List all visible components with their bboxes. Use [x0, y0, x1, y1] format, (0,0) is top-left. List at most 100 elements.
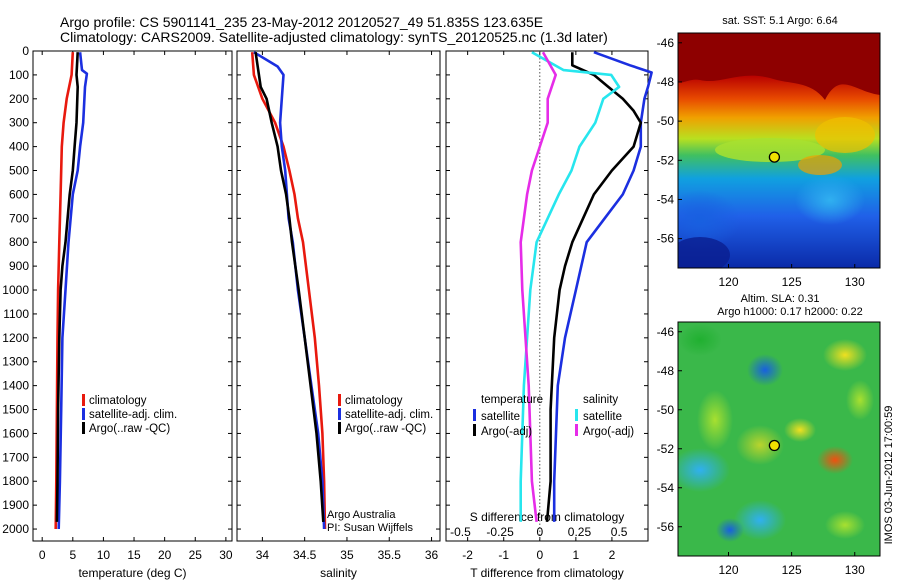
sst-y-tick-label: -56	[657, 232, 675, 246]
sst-y-tick-label: -50	[657, 114, 675, 128]
sla-y-tick-label: -54	[657, 481, 675, 495]
y-tick-label: 1000	[2, 283, 29, 297]
legend-swatch	[82, 408, 85, 420]
salinity-x-tick-label: 35.5	[378, 548, 402, 562]
y-tick-label: 1100	[3, 307, 29, 321]
legend-swatch	[338, 422, 341, 434]
legend-title-temperature: temperature	[481, 394, 543, 406]
sla-map-frame	[677, 321, 881, 557]
y-tick-label: 200	[9, 92, 29, 106]
temperature-x-tick-label: 20	[158, 548, 172, 562]
y-tick-label: 1200	[2, 331, 29, 345]
difference-x-axis-label: T difference from climatology	[470, 566, 624, 580]
sst-map-frame	[677, 32, 881, 269]
sst-y-tick-label: -54	[657, 192, 675, 206]
sla-map-subtitle: Argo h1000: 0.17 h2000: 0.22	[717, 306, 863, 318]
y-tick-label: 700	[9, 211, 29, 225]
y-tick-label: 1500	[2, 403, 29, 417]
y-tick-label: 1700	[2, 450, 29, 464]
legend-label: satellite-adj. clim.	[89, 409, 177, 421]
salinity-x-axis-label: salinity	[320, 566, 357, 580]
top-x-tick-label: -0.5	[450, 525, 471, 539]
temperature-x-tick-label: 10	[97, 548, 111, 562]
y-tick-label: 500	[9, 164, 29, 178]
temperature-frame	[32, 50, 233, 542]
difference-series-salinity-satellite	[519, 51, 621, 522]
difference-x-tick-label: 0	[536, 548, 543, 562]
sst-x-tick-label: 120	[718, 275, 738, 289]
legend-title-salinity: salinity	[583, 394, 618, 406]
legend-swatch	[473, 409, 476, 421]
annotation-argo-australia: Argo Australia	[327, 509, 396, 521]
temperature-x-tick-label: 30	[219, 548, 233, 562]
difference-series-temperature-satellite	[552, 50, 653, 522]
difference-x-tick-label: 1	[573, 548, 580, 562]
sla-map-field	[678, 322, 880, 556]
legend-swatch	[473, 424, 476, 436]
difference-series-temperature-argo-adj-	[545, 52, 643, 523]
sla-y-tick-label: -52	[657, 442, 675, 456]
temperature-series-argo-raw-qc-	[55, 52, 79, 522]
difference-x-tick-label: -1	[498, 548, 509, 562]
y-tick-label: 1900	[2, 498, 29, 512]
sla-x-tick-label: 120	[718, 563, 738, 577]
sla-argo-marker	[768, 439, 781, 452]
temperature-x-tick-label: 5	[69, 548, 76, 562]
legend-label: satellite-adj. clim.	[345, 409, 433, 421]
salinity-frame	[236, 50, 441, 542]
sst-map-title: sat. SST: 5.1 Argo: 6.64	[722, 15, 838, 27]
sla-map: Altim. SLA: 0.31 Argo h1000: 0.17 h2000:…	[657, 293, 881, 577]
sla-map-title: Altim. SLA: 0.31	[741, 293, 820, 305]
sla-y-tick-label: -48	[657, 364, 675, 378]
top-x-tick-label: 0	[536, 525, 543, 539]
sst-map: sat. SST: 5.1 Argo: 6.64 120 125 130 -46 -48…	[657, 15, 881, 289]
legend-label: Argo(-adj)	[481, 426, 532, 438]
salinity-x-tick-label: 36	[425, 548, 439, 562]
legend-label: Argo(..raw -QC)	[89, 423, 170, 435]
legend-label: climatology	[89, 395, 147, 407]
sst-y-tick-label: -48	[657, 75, 675, 89]
legend-swatch	[575, 424, 578, 436]
y-tick-label: 2000	[2, 522, 29, 536]
legend-swatch	[338, 408, 341, 420]
y-tick-label: 900	[9, 259, 29, 273]
temperature-series-satellite-adj-clim-	[57, 52, 89, 530]
sla-y-tick-label: -46	[657, 325, 675, 339]
difference-x-tick-label: -2	[462, 548, 473, 562]
header-line1: Argo profile: CS 5901141_235 23-May-2012…	[60, 14, 543, 30]
temperature-x-tick-label: 0	[39, 548, 46, 562]
legend-swatch	[338, 394, 341, 406]
salinity-x-tick-label: 34	[256, 548, 270, 562]
y-tick-label: 0	[22, 44, 29, 58]
temperature-x-tick-label: 25	[189, 548, 203, 562]
y-tick-label: 1600	[2, 426, 29, 440]
header-line2: Climatology: CARS2009. Satellite-adjuste…	[60, 29, 608, 45]
y-tick-label: 400	[9, 140, 29, 154]
sla-y-tick-label: -56	[657, 520, 675, 534]
sla-y-tick-label: -50	[657, 403, 675, 417]
legend-swatch	[82, 394, 85, 406]
sla-x-tick-label: 130	[845, 563, 865, 577]
legend-swatch	[575, 409, 578, 421]
side-label: IMOS 03-Jun-2012 17:00:59	[883, 406, 895, 545]
sst-y-tick-label: -46	[657, 36, 675, 50]
sst-argo-marker	[768, 151, 781, 163]
legend-label: satellite	[481, 411, 520, 423]
sla-x-tick-label: 125	[782, 563, 802, 577]
legend-label: climatology	[345, 395, 403, 407]
sst-x-tick-label: 125	[782, 275, 802, 289]
top-x-tick-label: 0.25	[568, 525, 592, 539]
salinity-x-tick-label: 34.5	[293, 548, 317, 562]
sst-x-tick-label: 130	[845, 275, 865, 289]
legend-label: Argo(..raw -QC)	[345, 423, 426, 435]
y-tick-label: 300	[9, 116, 29, 130]
salinity-series-argo-raw-qc-	[254, 52, 325, 522]
legend-swatch	[82, 422, 85, 434]
y-tick-label: 800	[9, 235, 29, 249]
difference-frame	[445, 50, 649, 542]
top-x-tick-label: 0.5	[611, 525, 628, 539]
legend-label: satellite	[583, 411, 622, 423]
temperature-x-axis-label: temperature (deg C)	[78, 566, 186, 580]
